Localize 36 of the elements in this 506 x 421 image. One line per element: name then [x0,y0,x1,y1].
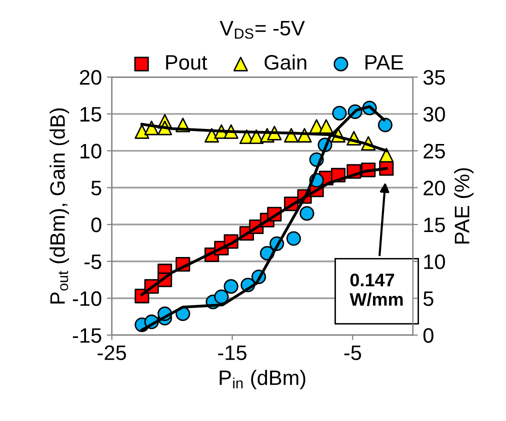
legend-label: PAE [366,55,404,70]
y-tick-label: 20 [80,70,102,85]
y-tick-label: -15 [72,328,102,343]
x-tick-label: -5 [344,346,362,360]
y2-tick-label: 30 [423,106,445,122]
point [224,279,238,294]
point [134,124,150,139]
x-tick-label: -25 [98,345,126,360]
point [286,231,301,246]
point [332,106,347,120]
y2-tick-label: 10 [424,254,445,270]
y-tick-label: 0 [91,218,102,232]
y2-tick-label: 25 [424,144,445,159]
point [214,289,229,304]
y2-tick-label: 5 [423,291,434,306]
y-tick-label: 15 [80,107,102,122]
x-axis-title: P$_{in}$ (dBm) [220,370,306,390]
chart-title: V$_{DS}$= -5V [220,21,305,39]
point [318,119,334,134]
legend-label: Pout [166,55,208,70]
point [300,206,314,221]
x-tick-label: -15 [218,346,246,360]
y2-axis-title: PAE (%) [454,168,474,244]
y-axis-title: P$_{out}$ (dBm), Gain (dB) [50,108,70,304]
y-tick-label: 5 [91,180,102,196]
point [379,148,394,162]
point [378,118,392,132]
y2-tick-label: 15 [424,218,445,232]
y2-tick-label: 0 [423,328,434,343]
annotation: 0.147 W/mm [350,274,403,306]
y-tick-label: 10 [80,144,102,159]
legend-label: Gain [264,54,306,70]
y2-tick-label: 20 [424,180,445,196]
y2-tick-label: 35 [423,70,445,85]
y-tick-label: -10 [72,291,102,306]
y-tick-label: -5 [84,254,102,270]
